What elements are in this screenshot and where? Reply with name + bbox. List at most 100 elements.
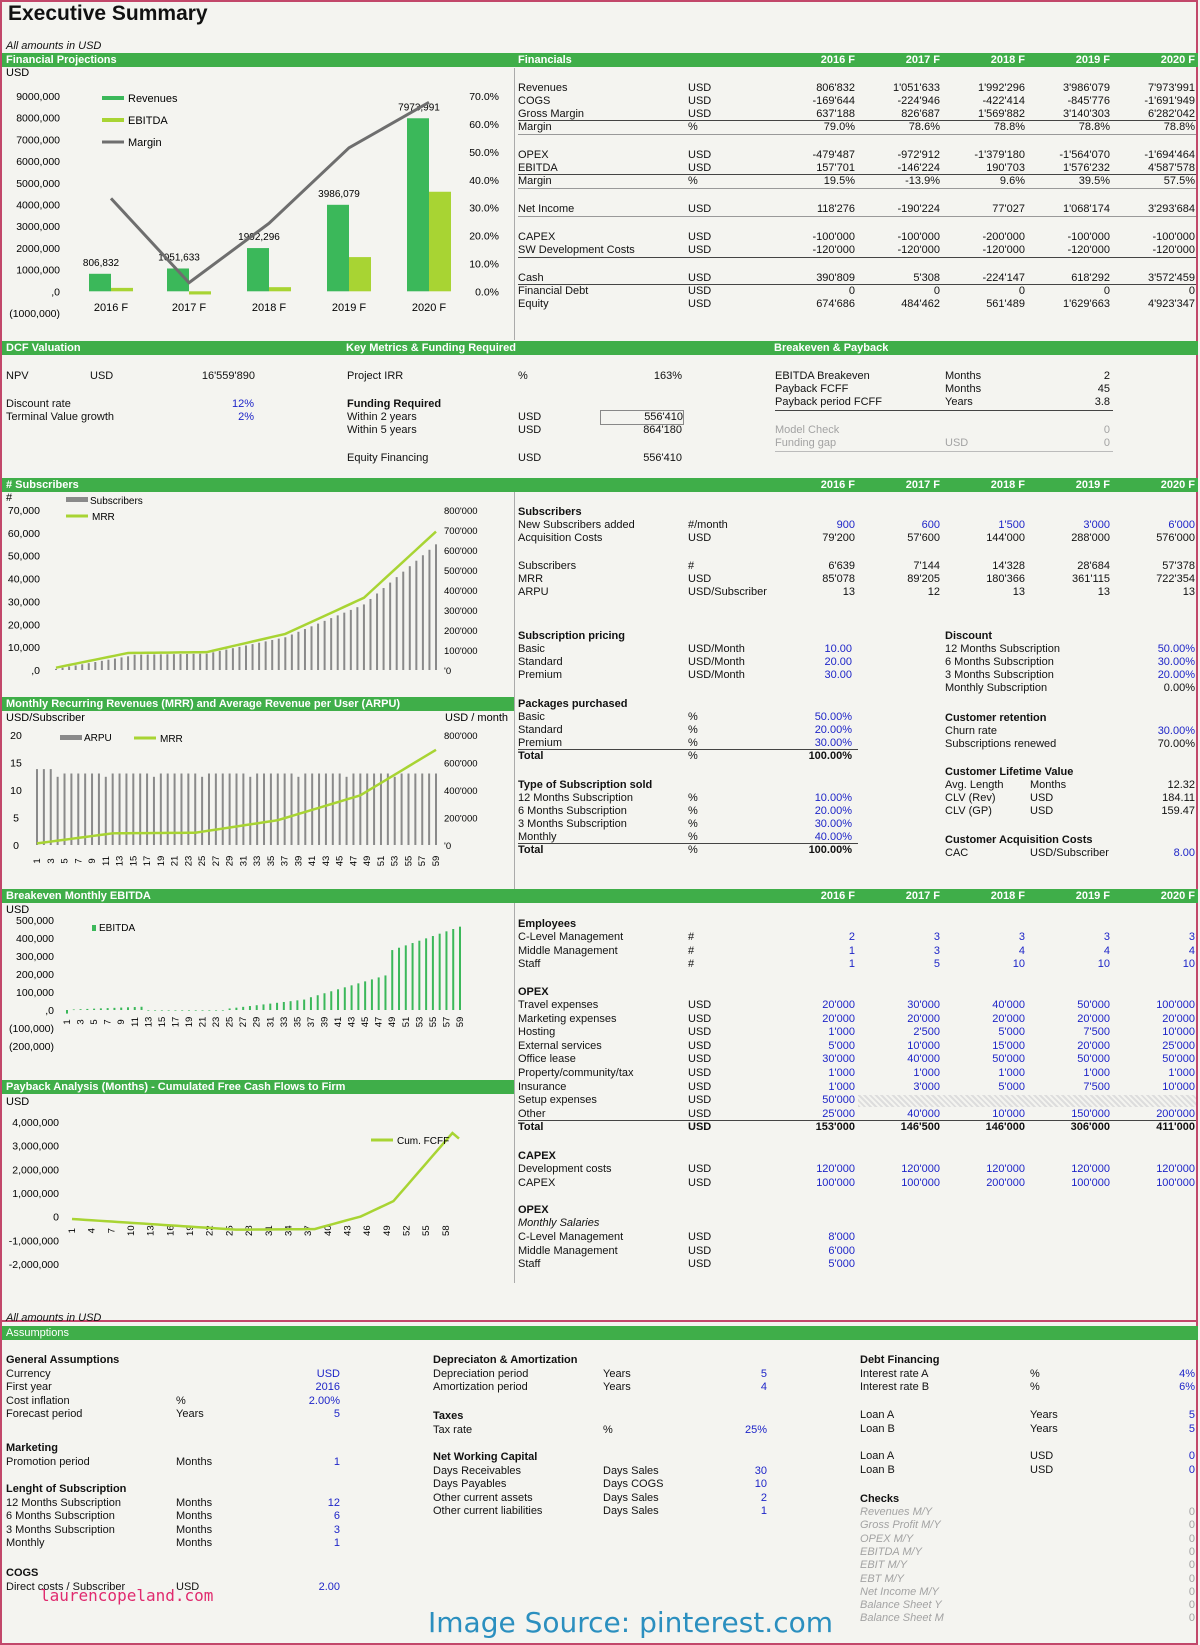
y2-tick-label: 400'000: [444, 586, 478, 597]
check-label: EBITDA M/Y: [860, 1545, 922, 1558]
ebitda-bar: [425, 938, 428, 1010]
y2-tick-label: '0: [444, 666, 451, 677]
x-tick-label: 4: [87, 1228, 98, 1233]
row-value: 200'000: [986, 1176, 1025, 1189]
row-value: 50'000: [992, 1053, 1025, 1066]
assumption-label: Days Payables: [433, 1478, 507, 1491]
row-label: Insurance: [518, 1080, 567, 1093]
fin-row-value: -100'000: [1152, 231, 1195, 243]
subscriber-bar: [231, 648, 234, 670]
payback-chart: USD 4,000,000 3,000,000 2,000,000 1,000,000 0…: [6, 1096, 460, 1271]
subscriber-bar: [343, 612, 346, 670]
arpu-bar: [386, 773, 389, 845]
ebitda-bar: [431, 936, 434, 1010]
arpu-bar: [49, 769, 52, 845]
fin-row-value: 78.8%: [1163, 121, 1195, 133]
arpu-bar: [345, 776, 348, 845]
arpu-bar: [366, 773, 369, 845]
check-label: Net Income M/Y: [860, 1585, 939, 1598]
arpu-bar: [318, 773, 321, 845]
row-label: Premium: [518, 737, 563, 749]
year-header: 2017 F: [905, 54, 940, 66]
fin-row-value: 3'140'303: [1062, 108, 1110, 120]
fin-row-value: 118'276: [817, 203, 855, 215]
section-heading: CAPEX: [518, 1150, 556, 1162]
ebitda-bar: [147, 1010, 150, 1011]
fin-row-value: 0: [1188, 285, 1195, 297]
x-tick-label: 5: [60, 858, 71, 863]
fin-row-value: -1'564'070: [1059, 149, 1110, 161]
x-tick-label: 43: [321, 856, 332, 867]
arpu-bar: [235, 773, 238, 845]
x-tick-label: 23: [183, 856, 194, 867]
row-value: 20'000: [907, 1012, 940, 1025]
y2-tick-label: 40.0%: [469, 175, 499, 187]
assumption-value: 2016: [315, 1381, 340, 1394]
subs-row-value: 6'639: [828, 560, 855, 572]
monthly-salaries-label: Monthly Salaries: [518, 1217, 600, 1229]
row-value: 20'000: [1162, 1012, 1195, 1025]
subscriber-bar: [356, 607, 359, 670]
x-tick-label: 39: [293, 856, 304, 867]
legend-arpu: ARPU: [84, 733, 112, 744]
revenue-bar: [89, 273, 111, 292]
opex-total-value: 153'000: [815, 1121, 855, 1134]
subs-row-value: 79'200: [822, 532, 855, 544]
subs-row-value: 13: [1012, 586, 1025, 598]
ebitda-bar: [370, 979, 373, 1010]
row-label: Middle Management: [518, 944, 618, 957]
y-tick-label: 20: [10, 730, 22, 742]
arpu-bar: [421, 773, 424, 845]
row-label: Setup expenses: [518, 1094, 597, 1107]
x-tick-label: 19: [184, 1017, 195, 1028]
fin-row-value: 57.5%: [1163, 175, 1195, 187]
fin-row-value: 1'068'174: [1062, 203, 1110, 215]
check-label: Balance Sheet M: [860, 1612, 944, 1625]
equity-financing-value: 556'410: [643, 452, 682, 464]
assumption-value: 30: [754, 1464, 767, 1477]
discount-value: 30.00%: [1157, 656, 1195, 668]
assumption-label: Cost inflation: [6, 1394, 70, 1407]
legend-revenues: Revenues: [128, 93, 178, 105]
x-tick-label: 11: [101, 856, 112, 866]
row-value: 150'000: [1071, 1107, 1110, 1120]
fin-row-unit: %: [688, 175, 698, 187]
x-tick-label: 17: [170, 1017, 181, 1028]
subscriber-bar: [172, 654, 175, 670]
y-tick-label: 1,000,000: [12, 1188, 59, 1200]
fin-row-value: 1'629'663: [1062, 298, 1110, 310]
subs-row-value: 57'378: [1162, 560, 1195, 572]
subscriber-bar: [245, 645, 247, 670]
y-axis-label: USD/Subscriber: [6, 712, 85, 724]
arpu-bar: [242, 773, 245, 845]
row-unit: USD: [688, 1163, 712, 1175]
y2-tick-label: '0: [444, 841, 451, 852]
arpu-bar: [125, 773, 128, 845]
clv-label: CLV (Rev): [945, 792, 996, 804]
assumption-value: 1: [333, 1537, 340, 1550]
salary-unit: USD: [688, 1258, 712, 1271]
ebitda-bar: [99, 1008, 102, 1010]
ebitda-bar: [255, 1005, 258, 1010]
x-tick-label: 43: [347, 1017, 358, 1028]
check-label: Gross Profit M/Y: [860, 1519, 941, 1532]
fin-row-value: 19.5%: [823, 175, 855, 187]
row-unit: USD: [688, 999, 712, 1011]
subs-row-value: 361'115: [1072, 573, 1110, 585]
arpu-bar: [435, 773, 437, 845]
fin-row-label: Revenues: [518, 82, 568, 94]
ebitda-bar: [86, 1008, 89, 1010]
row-value: 10: [1182, 958, 1195, 971]
ebitda-bar: [452, 929, 455, 1010]
row-value: 40'000: [992, 999, 1025, 1011]
row-value: 10'000: [907, 1039, 940, 1052]
arpu-bar: [97, 773, 100, 845]
subscriber-bar: [317, 623, 320, 670]
year-header: 2018 F: [990, 890, 1025, 902]
ebitda-bar: [357, 983, 360, 1010]
row-value: 1: [848, 944, 855, 957]
setup-hatch: [858, 1095, 1196, 1107]
fin-row-label: Gross Margin: [518, 108, 585, 120]
arpu-bar: [42, 769, 45, 845]
salary-label: Middle Management: [518, 1244, 618, 1257]
